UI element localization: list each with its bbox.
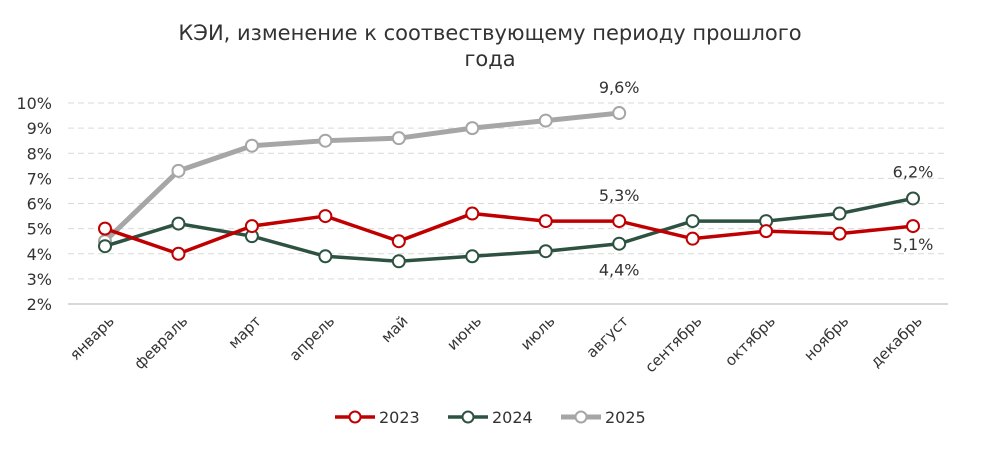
data-point-2023	[685, 231, 700, 246]
y-tick-label: 8%	[27, 144, 52, 163]
data-point-2024	[538, 244, 553, 259]
data-point-2023	[832, 226, 847, 241]
y-tick-label: 4%	[27, 245, 52, 264]
legend-swatch-marker	[574, 410, 588, 424]
data-point-2024	[98, 239, 112, 254]
data-point-2025	[391, 131, 406, 146]
legend-label: 2024	[492, 408, 533, 427]
data-point-2025	[318, 133, 333, 148]
legend-swatch-marker	[461, 410, 475, 424]
data-point-2025	[465, 121, 480, 136]
x-tick-label: июнь	[443, 312, 485, 354]
x-tick-label: август	[583, 312, 633, 362]
data-point-2023	[759, 224, 774, 239]
data-point-2023	[318, 209, 333, 224]
data-point-2023	[906, 219, 920, 234]
legend-label: 2023	[379, 408, 420, 427]
y-tick-label: 2%	[27, 295, 52, 314]
data-point-2024	[391, 254, 406, 269]
x-tick-label: ноябрь	[800, 312, 852, 364]
data-point-2024	[171, 216, 186, 231]
x-tick-label: май	[378, 312, 412, 346]
y-tick-label: 10%	[16, 94, 52, 113]
data-point-2023	[391, 234, 406, 249]
data-point-2025	[538, 113, 553, 128]
y-tick-label: 6%	[27, 195, 52, 214]
x-tick-label: январь	[66, 312, 118, 364]
data-label: 6,2%	[893, 162, 934, 181]
y-tick-label: 7%	[27, 169, 52, 188]
x-tick-label: декабрь	[867, 312, 926, 371]
y-tick-label: 5%	[27, 220, 52, 239]
data-point-2023	[171, 246, 186, 261]
x-tick-label: сентябрь	[641, 312, 705, 376]
data-label: 4,4%	[599, 261, 640, 280]
data-point-2024	[612, 236, 627, 251]
data-point-2023	[612, 214, 627, 229]
data-point-2025	[612, 106, 627, 121]
x-tick-label: февраль	[130, 312, 191, 373]
x-tick-label: июль	[517, 312, 559, 354]
data-point-2024	[685, 214, 700, 229]
series-line-2024	[104, 196, 914, 264]
x-tick-label: март	[225, 312, 265, 352]
data-point-2024	[832, 206, 847, 221]
data-point-2024	[465, 249, 480, 264]
data-point-2023	[244, 219, 259, 234]
data-point-2023	[98, 221, 112, 236]
data-label: 5,1%	[893, 235, 934, 254]
chart-title-line-1: КЭИ, изменение к соотвествующему периоду…	[178, 21, 801, 45]
data-point-2023	[538, 214, 553, 229]
data-point-2025	[171, 163, 186, 178]
series-line-2023	[104, 211, 914, 256]
data-point-2024	[906, 191, 920, 206]
data-label: 9,6%	[599, 78, 640, 97]
data-point-2025	[244, 138, 259, 153]
chart-title-line-2: года	[464, 47, 515, 71]
data-point-2023	[465, 206, 480, 221]
y-tick-label: 9%	[27, 119, 52, 138]
data-label: 5,3%	[599, 186, 640, 205]
legend-swatch-marker	[348, 410, 362, 424]
data-point-2024	[318, 249, 333, 264]
legend-label: 2025	[605, 408, 646, 427]
y-tick-label: 3%	[27, 270, 52, 289]
series-line-2025	[103, 110, 620, 243]
x-tick-label: октябрь	[721, 312, 779, 370]
x-tick-label: апрель	[286, 312, 338, 364]
